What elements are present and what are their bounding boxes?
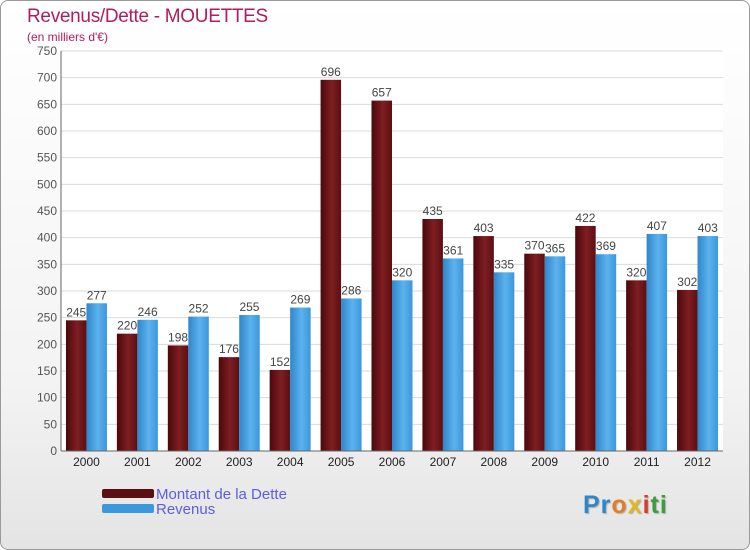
y-tick-label: 700 bbox=[37, 71, 57, 85]
value-label-revenus: 277 bbox=[87, 288, 107, 302]
value-label-revenus: 255 bbox=[239, 300, 259, 314]
bar-dette bbox=[626, 280, 647, 451]
value-label-dette: 320 bbox=[626, 265, 646, 279]
y-tick-label: 0 bbox=[50, 444, 57, 458]
value-label-revenus: 252 bbox=[189, 302, 209, 316]
x-tick-label: 2001 bbox=[124, 455, 151, 469]
x-tick-label: 2007 bbox=[430, 455, 457, 469]
bar-revenus bbox=[188, 316, 209, 451]
bar-revenus bbox=[137, 319, 158, 451]
y-tick-label: 650 bbox=[37, 97, 57, 111]
y-tick-label: 500 bbox=[37, 177, 57, 191]
x-tick-label: 2011 bbox=[634, 455, 660, 469]
axis-layer: 0 50 100 150 200 250 300 350 400 450 500 550 600 650 7… bbox=[37, 44, 723, 469]
y-tick-label: 400 bbox=[37, 231, 57, 245]
y-tick-label: 750 bbox=[37, 44, 57, 58]
bar-dette bbox=[524, 253, 545, 451]
bar-revenus bbox=[544, 256, 566, 451]
bar-revenus bbox=[697, 236, 719, 451]
bar-revenus bbox=[442, 258, 464, 451]
bar-revenus bbox=[493, 272, 515, 451]
y-tick-label: 600 bbox=[37, 124, 57, 138]
bar-revenus bbox=[239, 315, 260, 451]
y-tick-label: 300 bbox=[37, 284, 57, 298]
value-label-dette: 696 bbox=[321, 65, 341, 79]
value-label-dette: 302 bbox=[677, 275, 697, 289]
value-label-dette: 657 bbox=[372, 86, 392, 100]
bar-dette bbox=[473, 236, 494, 451]
y-tick-label: 150 bbox=[37, 364, 57, 378]
value-label-revenus: 369 bbox=[596, 239, 616, 253]
chart-title: Revenus/Dette - MOUETTES bbox=[27, 6, 268, 27]
bar-dette bbox=[422, 219, 443, 451]
bar-revenus bbox=[392, 280, 413, 451]
value-label-revenus: 286 bbox=[341, 283, 361, 297]
value-label-dette: 176 bbox=[219, 342, 239, 356]
x-tick-label: 2002 bbox=[175, 455, 202, 469]
value-label-dette: 198 bbox=[168, 330, 188, 344]
value-label-revenus: 407 bbox=[647, 219, 667, 233]
value-label-revenus: 403 bbox=[698, 221, 718, 235]
x-tick-label: 2012 bbox=[684, 455, 711, 469]
y-tick-label: 350 bbox=[37, 257, 57, 271]
bar-revenus bbox=[86, 303, 107, 451]
value-label-dette: 403 bbox=[474, 221, 494, 235]
legend-swatch-revenue bbox=[102, 504, 154, 513]
value-label-dette: 435 bbox=[423, 204, 443, 218]
bar-revenus bbox=[290, 307, 311, 451]
logo-part: i bbox=[642, 491, 651, 519]
bar-dette bbox=[677, 289, 698, 451]
bar-revenus bbox=[646, 233, 668, 451]
value-label-dette: 245 bbox=[66, 305, 86, 319]
bar-dette bbox=[371, 100, 392, 451]
value-label-revenus: 246 bbox=[138, 305, 158, 319]
value-label-revenus: 269 bbox=[290, 293, 310, 307]
legend-swatch-debt bbox=[102, 489, 154, 498]
y-tick-label: 50 bbox=[44, 417, 58, 431]
bar-dette bbox=[167, 345, 189, 451]
logo-part: x bbox=[627, 491, 643, 519]
chart-subtitle: (en milliers d'€) bbox=[27, 30, 108, 44]
x-tick-label: 2009 bbox=[531, 455, 558, 469]
x-tick-label: 2010 bbox=[582, 455, 609, 469]
x-tick-label: 2005 bbox=[328, 455, 355, 469]
proxiti-logo: Proxiti bbox=[583, 491, 668, 520]
bar-revenus bbox=[595, 254, 617, 451]
logo-part: Pr bbox=[583, 491, 612, 519]
value-label-revenus: 361 bbox=[443, 243, 463, 257]
value-label-revenus: 335 bbox=[494, 257, 514, 271]
value-label-dette: 152 bbox=[270, 355, 290, 369]
value-label-revenus: 365 bbox=[545, 241, 565, 255]
value-label-dette: 422 bbox=[575, 211, 595, 225]
bar-revenus bbox=[341, 298, 362, 451]
bar-dette bbox=[116, 333, 138, 451]
x-tick-label: 2000 bbox=[73, 455, 100, 469]
x-tick-label: 2004 bbox=[277, 455, 304, 469]
logo-part: ti bbox=[650, 491, 668, 519]
y-tick-label: 550 bbox=[37, 151, 57, 165]
logo-part: o bbox=[611, 491, 628, 519]
bar-dette bbox=[218, 357, 240, 451]
legend-label-debt: Montant de la Dette bbox=[156, 486, 287, 503]
value-label-dette: 220 bbox=[117, 319, 137, 333]
x-tick-label: 2008 bbox=[480, 455, 507, 469]
bar-dette bbox=[65, 320, 87, 451]
value-label-dette: 370 bbox=[525, 239, 545, 253]
bar-dette bbox=[575, 225, 596, 451]
x-tick-label: 2006 bbox=[379, 455, 406, 469]
x-tick-label: 2003 bbox=[226, 455, 253, 469]
y-tick-label: 450 bbox=[37, 204, 57, 218]
y-tick-label: 100 bbox=[37, 391, 57, 405]
bar-dette bbox=[269, 369, 291, 451]
bar-dette bbox=[320, 79, 342, 452]
legend-label-revenue: Revenus bbox=[156, 501, 216, 518]
y-tick-label: 250 bbox=[37, 311, 57, 325]
y-tick-label: 200 bbox=[37, 337, 57, 351]
value-label-revenus: 320 bbox=[392, 265, 412, 279]
